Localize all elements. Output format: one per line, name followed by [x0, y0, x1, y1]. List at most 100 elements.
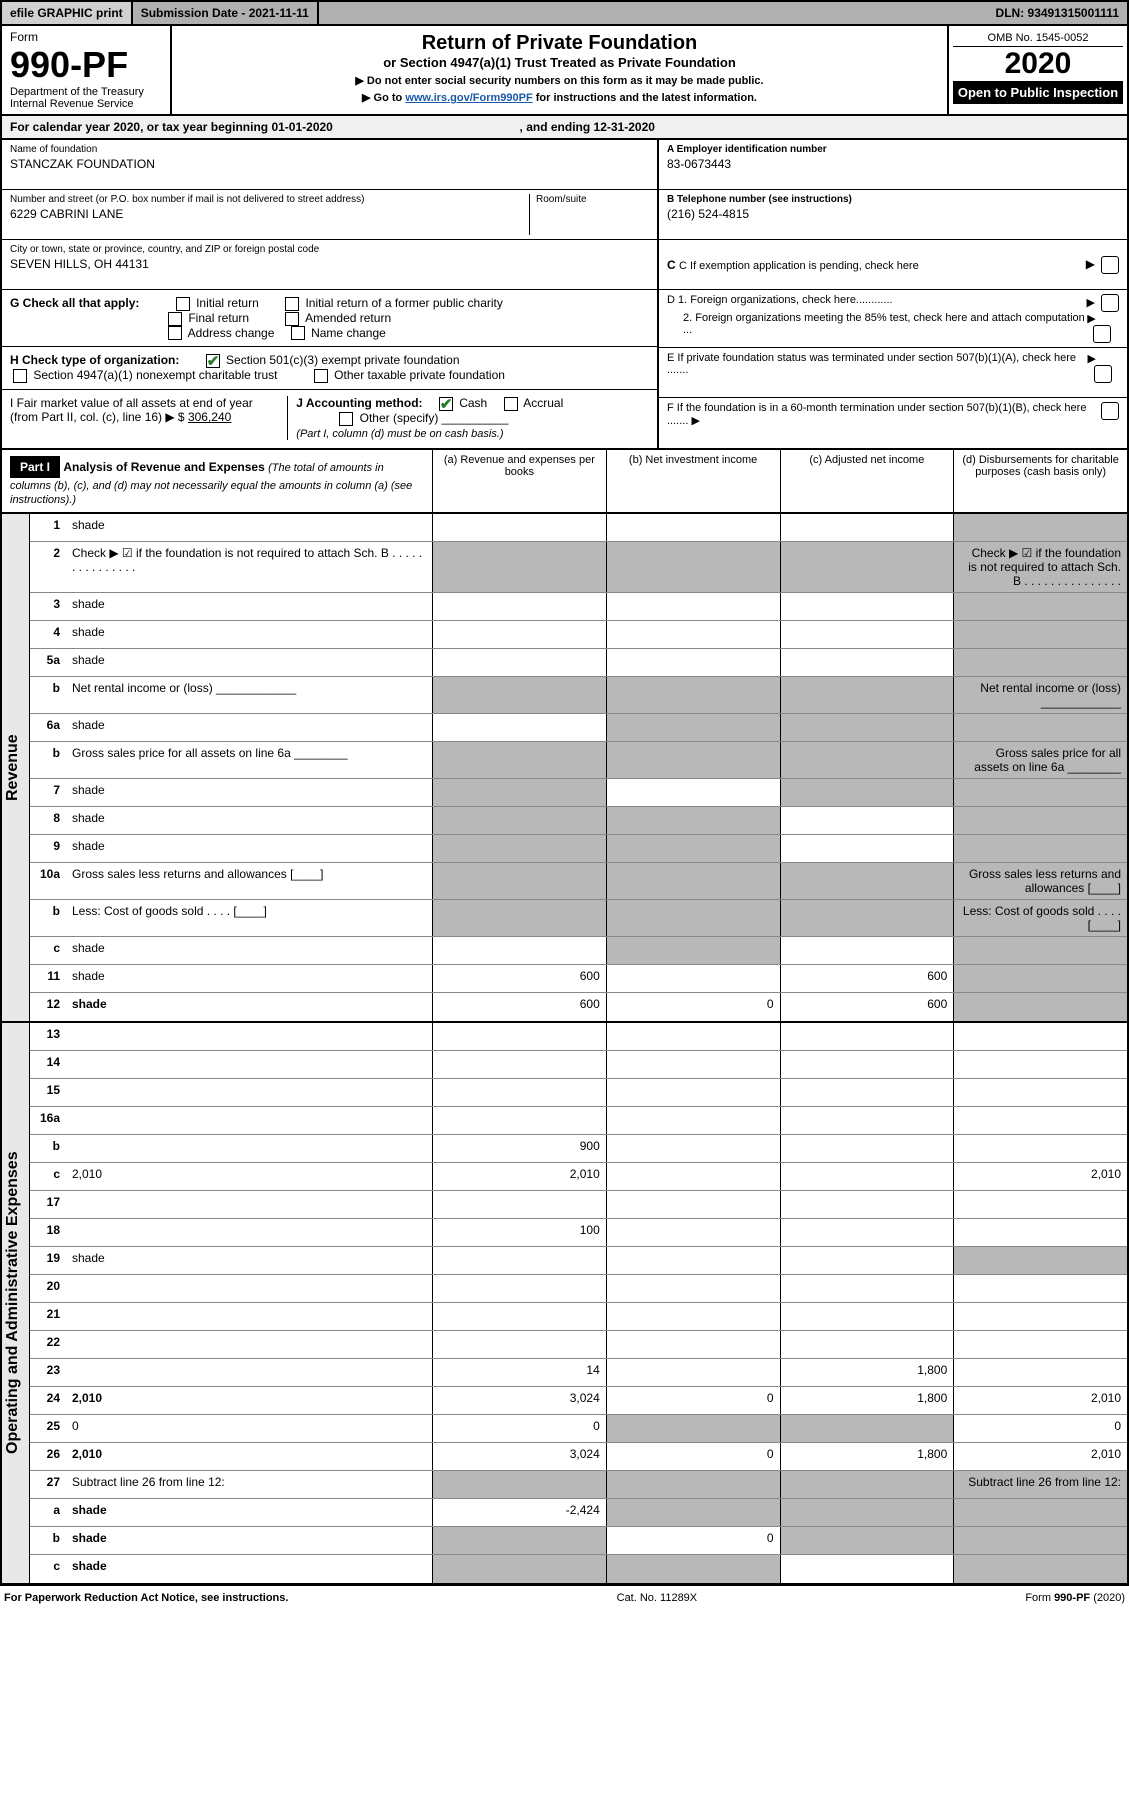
- checkbox-cash[interactable]: [439, 397, 453, 411]
- footer-right: Form 990-PF (2020): [1025, 1592, 1125, 1604]
- line-num: 18: [30, 1219, 68, 1246]
- cell-c: [780, 1275, 954, 1302]
- city-val: SEVEN HILLS, OH 44131: [10, 257, 649, 271]
- j-other: Other (specify): [360, 411, 439, 425]
- line-desc: shade: [68, 1499, 432, 1526]
- cell-b: [606, 542, 780, 592]
- cell-d: Less: Cost of goods sold . . . . [____]: [953, 900, 1127, 936]
- j-note: (Part I, column (d) must be on cash basi…: [296, 428, 503, 440]
- g-opt4: Address change: [188, 326, 275, 340]
- line-desc: Gross sales price for all assets on line…: [68, 742, 432, 778]
- e-checkbox[interactable]: [1094, 365, 1112, 383]
- cell-c: [780, 1527, 954, 1554]
- line-num: 4: [30, 621, 68, 648]
- line-desc: shade: [68, 937, 432, 964]
- d1-checkbox[interactable]: [1101, 294, 1119, 312]
- line-desc: shade: [68, 649, 432, 676]
- cell-b: [606, 742, 780, 778]
- line-num: c: [30, 1163, 68, 1190]
- line-8: 8shade: [30, 807, 1127, 835]
- cell-a: 14: [432, 1359, 606, 1386]
- h-3: Other taxable private foundation: [334, 368, 505, 382]
- line-desc: [68, 1359, 432, 1386]
- cell-c: 1,800: [780, 1387, 954, 1414]
- section-operating-and-administrative-expenses: Operating and Administrative Expenses131…: [0, 1023, 1129, 1585]
- cell-d: [953, 1247, 1127, 1274]
- checkbox-namechg[interactable]: [291, 326, 305, 340]
- cell-a: [432, 621, 606, 648]
- line-desc: shade: [68, 593, 432, 620]
- cell-a: [432, 1555, 606, 1583]
- line-a: ashade-2,424: [30, 1499, 1127, 1527]
- checkbox-amended[interactable]: [285, 312, 299, 326]
- line-b: bLess: Cost of goods sold . . . . [____]…: [30, 900, 1127, 937]
- checkbox-addrchg[interactable]: [168, 326, 182, 340]
- cell-a: [432, 677, 606, 713]
- line-21: 21: [30, 1303, 1127, 1331]
- footer-left: For Paperwork Reduction Act Notice, see …: [4, 1592, 288, 1604]
- dept: Department of the Treasury: [10, 86, 162, 98]
- cell-d: [953, 1219, 1127, 1246]
- line-13: 13: [30, 1023, 1127, 1051]
- cell-b: [606, 1079, 780, 1106]
- cell-b: [606, 677, 780, 713]
- line-desc: [68, 1051, 432, 1078]
- h-1: Section 501(c)(3) exempt private foundat…: [226, 353, 459, 367]
- efile-label[interactable]: efile GRAPHIC print: [2, 2, 133, 24]
- cell-b: [606, 965, 780, 992]
- c-checkbox[interactable]: [1101, 256, 1119, 274]
- line-27: 27Subtract line 26 from line 12:Subtract…: [30, 1471, 1127, 1499]
- line-desc: shade: [68, 621, 432, 648]
- cell-b: [606, 1275, 780, 1302]
- a-label: A Employer identification number: [667, 144, 1119, 155]
- cell-b: [606, 514, 780, 541]
- line-desc: shade: [68, 1555, 432, 1583]
- checkbox-initial-former[interactable]: [285, 297, 299, 311]
- g-opt1: Initial return of a former public charit…: [305, 296, 502, 310]
- cell-d: 0: [953, 1415, 1127, 1442]
- checkbox-accrual[interactable]: [504, 397, 518, 411]
- info-left: Name of foundation STANCZAK FOUNDATION N…: [2, 140, 657, 448]
- cell-b: 0: [606, 1443, 780, 1470]
- cell-d: [953, 514, 1127, 541]
- name-label: Name of foundation: [10, 144, 649, 155]
- checkbox-final[interactable]: [168, 312, 182, 326]
- line-desc: [68, 1303, 432, 1330]
- checkbox-501c3[interactable]: [206, 354, 220, 368]
- addr-val: 6229 CABRINI LANE: [10, 207, 529, 221]
- line-c: cshade: [30, 1555, 1127, 1583]
- line-num: 21: [30, 1303, 68, 1330]
- line-num: 15: [30, 1079, 68, 1106]
- dln: DLN: 93491315001111: [988, 2, 1127, 24]
- g-opt2: Final return: [188, 311, 249, 325]
- cell-a: [432, 593, 606, 620]
- a-row: A Employer identification number 83-0673…: [659, 140, 1127, 190]
- cell-a: [432, 742, 606, 778]
- line-6a: 6ashade: [30, 714, 1127, 742]
- j-label: J Accounting method:: [296, 396, 422, 410]
- cell-a: 2,010: [432, 1163, 606, 1190]
- cell-b: [606, 937, 780, 964]
- line-17: 17: [30, 1191, 1127, 1219]
- checkbox-initial[interactable]: [176, 297, 190, 311]
- cell-b: [606, 1471, 780, 1498]
- entity-info: Name of foundation STANCZAK FOUNDATION N…: [0, 140, 1129, 450]
- f-checkbox[interactable]: [1101, 402, 1119, 420]
- cell-b: [606, 1191, 780, 1218]
- cell-a: 3,024: [432, 1443, 606, 1470]
- d2-checkbox[interactable]: [1093, 325, 1111, 343]
- checkbox-4947[interactable]: [13, 369, 27, 383]
- checkbox-other-acct[interactable]: [339, 412, 353, 426]
- line-26: 262,0103,02401,8002,010: [30, 1443, 1127, 1471]
- form-link[interactable]: www.irs.gov/Form990PF: [405, 92, 532, 104]
- b-label: B Telephone number (see instructions): [667, 194, 1119, 205]
- room-label: Room/suite: [536, 194, 649, 205]
- part1-title: Analysis of Revenue and Expenses: [63, 460, 264, 474]
- line-num: b: [30, 742, 68, 778]
- cell-a: [432, 1527, 606, 1554]
- caly-begin: 01-01-2020: [271, 120, 332, 134]
- cell-d: Gross sales price for all assets on line…: [953, 742, 1127, 778]
- checkbox-other-tax[interactable]: [314, 369, 328, 383]
- cell-c: [780, 621, 954, 648]
- cell-c: [780, 1051, 954, 1078]
